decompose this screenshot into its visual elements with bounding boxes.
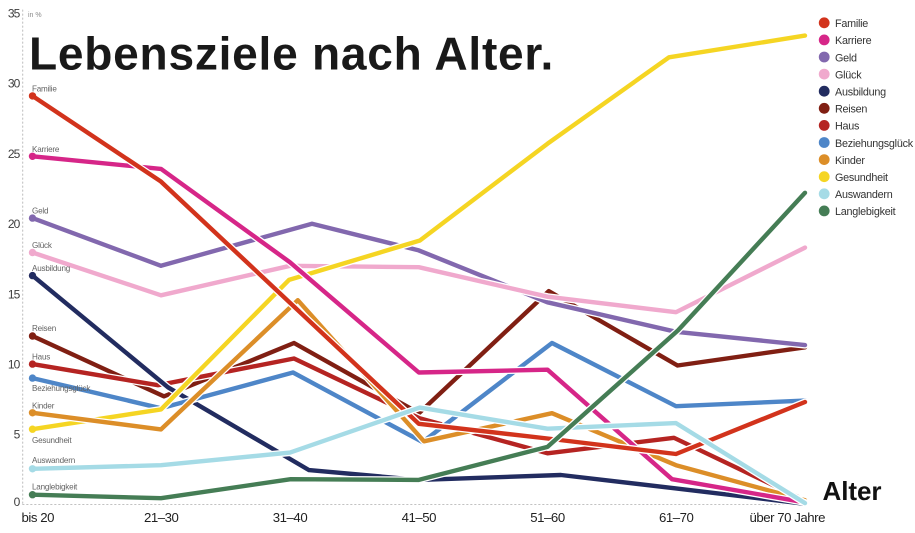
svg-text:Langlebigkeit: Langlebigkeit (835, 206, 896, 218)
svg-text:über 70 Jahre: über 70 Jahre (749, 510, 825, 525)
svg-text:Karriere: Karriere (835, 35, 872, 47)
svg-text:in %: in % (28, 12, 42, 19)
svg-text:5: 5 (14, 428, 21, 442)
svg-text:21–30: 21–30 (144, 510, 179, 525)
svg-text:Beziehungsglück: Beziehungsglück (835, 138, 914, 150)
svg-text:25: 25 (8, 147, 21, 161)
svg-text:Haus: Haus (835, 121, 860, 133)
svg-text:Auswandern: Auswandern (32, 456, 75, 465)
svg-text:Reisen: Reisen (835, 104, 867, 116)
svg-text:Beziehungsglück: Beziehungsglück (32, 384, 91, 393)
svg-text:20: 20 (8, 217, 21, 231)
svg-text:Ausbildung: Ausbildung (835, 87, 886, 99)
svg-text:Auswandern: Auswandern (835, 189, 893, 201)
svg-text:61–70: 61–70 (659, 510, 694, 525)
svg-text:Kinder: Kinder (32, 402, 55, 411)
svg-text:Langlebigkeit: Langlebigkeit (32, 483, 78, 492)
svg-text:Gesundheit: Gesundheit (32, 436, 72, 445)
svg-text:Haus: Haus (32, 353, 50, 362)
svg-text:0: 0 (14, 495, 21, 509)
svg-text:35: 35 (8, 7, 21, 21)
svg-text:Reisen: Reisen (32, 324, 56, 333)
svg-text:10: 10 (8, 358, 21, 372)
svg-text:Alter: Alter (823, 476, 882, 506)
svg-text:41–50: 41–50 (402, 510, 437, 525)
svg-text:31–40: 31–40 (273, 510, 308, 525)
svg-text:Familie: Familie (835, 18, 868, 30)
svg-text:Karriere: Karriere (32, 145, 60, 154)
svg-text:15: 15 (8, 287, 21, 301)
svg-text:Glück: Glück (32, 241, 53, 250)
svg-text:51–60: 51–60 (530, 510, 565, 525)
svg-text:Glück: Glück (835, 69, 862, 81)
svg-text:Gesundheit: Gesundheit (835, 172, 888, 184)
svg-text:30: 30 (8, 77, 21, 91)
svg-text:bis 20: bis 20 (22, 510, 55, 525)
svg-text:Lebensziele nach Alter.: Lebensziele nach Alter. (29, 28, 554, 80)
svg-text:Geld: Geld (835, 52, 857, 64)
svg-text:Ausbildung: Ausbildung (32, 264, 70, 273)
svg-text:Familie: Familie (32, 85, 57, 94)
svg-text:Geld: Geld (32, 207, 48, 216)
svg-text:Kinder: Kinder (835, 155, 865, 167)
